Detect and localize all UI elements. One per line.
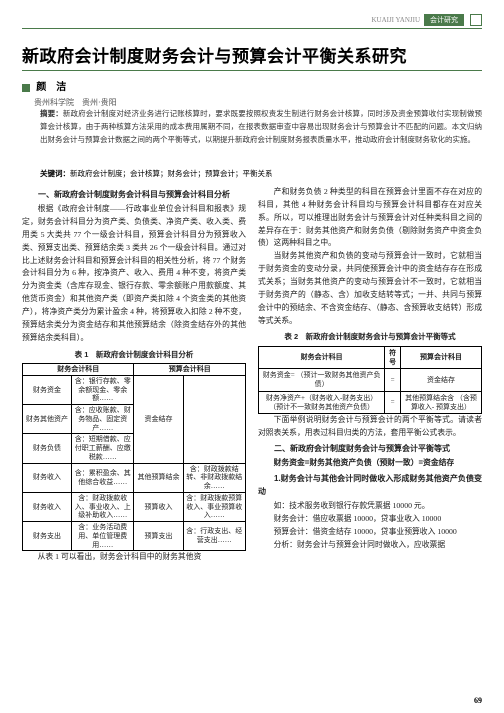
t1-r4c0: 财务收入	[23, 492, 72, 521]
t2-r0c2: 资金结存	[400, 369, 481, 392]
t2-r1c2: 其他预算结余含 （含预算收入- 预算支出）	[400, 391, 481, 414]
author-name: 颜 洁	[36, 82, 66, 93]
page-number: 69	[474, 696, 482, 705]
t1-r2c1: 含：短期借款、应付职工薪酬、应缴税款……	[72, 434, 134, 463]
keywords-label: 关键词：	[40, 169, 70, 178]
right-para-6: 预算会计：借资金结存 10000，贷事业预算收入 10000	[258, 526, 482, 539]
t2-r1c0: 财务净资产+（财务收入-财务支出） （预计不一致财务其他资产负债）	[259, 391, 385, 414]
t1-r4c1: 含：财政拨款收入、事业收入、上级补助收入……	[72, 492, 134, 521]
header-label: KUAIJI YANJIU	[371, 16, 420, 24]
table2-caption: 表 2 新政府会计制度财务会计与预算会计平衡等式	[258, 331, 482, 343]
t1-r1c0: 财务其他资产	[23, 405, 72, 434]
affiliation: 贵州科学院 贵州·贵阳	[34, 97, 117, 108]
t1-r1c1: 含：应收账款、财务物品、固定资产……	[72, 405, 134, 434]
abstract-text: 新政府会计制度对经济业务进行记账核算时，要求既要按照权责发生制进行财务会计核算，…	[40, 109, 482, 144]
right-para-5: 财务会计：借应收票据 10000，贷事业收入 10000	[258, 513, 482, 526]
author-block: 颜 洁 贵州科学院 贵州·贵阳	[22, 78, 117, 108]
t1-r0c0: 财务资金	[23, 375, 72, 404]
left-para-2: 从表 1 可以看出，财务会计科目中的财务其他资	[22, 551, 246, 564]
t1-head-1: 预算会计科目	[134, 364, 246, 376]
table1-caption: 表 1 新政府会计制度会计科目分析	[22, 349, 246, 361]
t1-r3c3: 含：财政拨款结转、非财政拨款结余……	[183, 463, 245, 492]
t2-r1c1: =	[385, 391, 401, 414]
t2-r0c1: =	[385, 369, 401, 392]
t1-r3c1: 含：累积盈余、其他综合收益……	[72, 463, 134, 492]
t2-head-2: 预算会计科目	[400, 346, 481, 369]
equation-line: 财务资金=财务其他资产负债（预财一致）=资金结存	[258, 457, 482, 470]
right-para-3: 下面举例说明财务会计与预算会计的两个平衡等式。请读者对照表关系，用表过科目归类的…	[258, 414, 482, 440]
rule-under-title	[22, 70, 482, 71]
right-para-1: 产和财务负债 2 种类型的科目在预算会计里面不存在对应的科目，其他 4 种财务会…	[258, 186, 482, 250]
keywords-text: 新政府会计制度；会计核算；财务会计；预算会计；平衡关系	[70, 169, 273, 178]
t2-head-1: 符号	[385, 346, 401, 369]
right-para-2: 当财务其他资产和负债的变动与预算会计一致时，它就相当于财务资金的变动分录，共同使…	[258, 250, 482, 327]
right-column: 产和财务负债 2 种类型的科目在预算会计里面不存在对应的科目，其他 4 种财务会…	[258, 186, 482, 691]
page-title: 新政府会计制度财务会计与预算会计平衡关系研究	[22, 42, 482, 67]
t1-r4c3: 含：财政拨款预算收入、事业预算收入……	[183, 492, 245, 521]
t1-r4c2: 预算收入	[134, 492, 183, 521]
left-column: 一、新政府会计制度财务会计科目与预算会计科目分析 根据《政府会计制度——行政事业…	[22, 186, 246, 691]
t1-r3c2: 其他预算结余	[134, 463, 183, 492]
right-para-7: 分析：财务会计与预算会计同时做收入，应收票据	[258, 539, 482, 552]
author-marker-icon	[22, 84, 30, 92]
t1-r0c2: 资金结存	[134, 375, 183, 463]
t1-r5c0: 财务支出	[23, 522, 72, 551]
abstract-label: 摘要：	[40, 109, 63, 118]
right-para-4: 如：技术服务收到银行存款凭票据 10000 元。	[258, 500, 482, 513]
corner-mark-icon	[470, 14, 482, 26]
rule-top	[22, 28, 482, 29]
left-para-1: 根据《政府会计制度——行政事业单位会计科目和报表》规定，财务会计科目分为资产类、…	[22, 203, 246, 344]
t1-r5c3: 含：行政支出、经营支出……	[183, 522, 245, 551]
t1-r2c0: 财务负债	[23, 434, 72, 463]
t2-head-0: 财务会计科目	[259, 346, 385, 369]
two-column-body: 一、新政府会计制度财务会计科目与预算会计科目分析 根据《政府会计制度——行政事业…	[22, 186, 482, 691]
t1-r0c1: 含：银行存款、零余额现金、零余额……	[72, 375, 134, 404]
section-heading-1: 一、新政府会计制度财务会计科目与预算会计科目分析	[22, 188, 246, 201]
header-bar: KUAIJI YANJIU 会计研究	[371, 14, 482, 26]
table-1: 财务会计科目 预算会计科目 财务资金 含：银行存款、零余额现金、零余额…… 资金…	[22, 363, 246, 551]
header-tag: 会计研究	[424, 14, 464, 26]
t2-r0c0: 财务资金= （预计一致财务其他资产负债）	[259, 369, 385, 392]
t1-r0c3	[183, 375, 245, 463]
abstract-block: 摘要：新政府会计制度对经济业务进行记账核算时，要求既要按照权责发生制进行财务会计…	[40, 108, 482, 146]
t1-r3c0: 财务收入	[23, 463, 72, 492]
t1-r5c2: 预算支出	[134, 522, 183, 551]
t1-r5c1: 含：业务活动费用、单位管理费用……	[72, 522, 134, 551]
section-heading-2: 二、新政府会计制度财务会计与预算会计平衡等式	[258, 442, 482, 455]
t1-head-0: 财务会计科目	[23, 364, 134, 376]
keywords-block: 关键词：新政府会计制度；会计核算；财务会计；预算会计；平衡关系	[40, 168, 273, 179]
subsection-1: 1.财务会计与其他会计同时做收入形成财务其他资产负债变动	[258, 472, 482, 498]
table-2: 财务会计科目 符号 预算会计科目 财务资金= （预计一致财务其他资产负债） = …	[258, 346, 482, 415]
